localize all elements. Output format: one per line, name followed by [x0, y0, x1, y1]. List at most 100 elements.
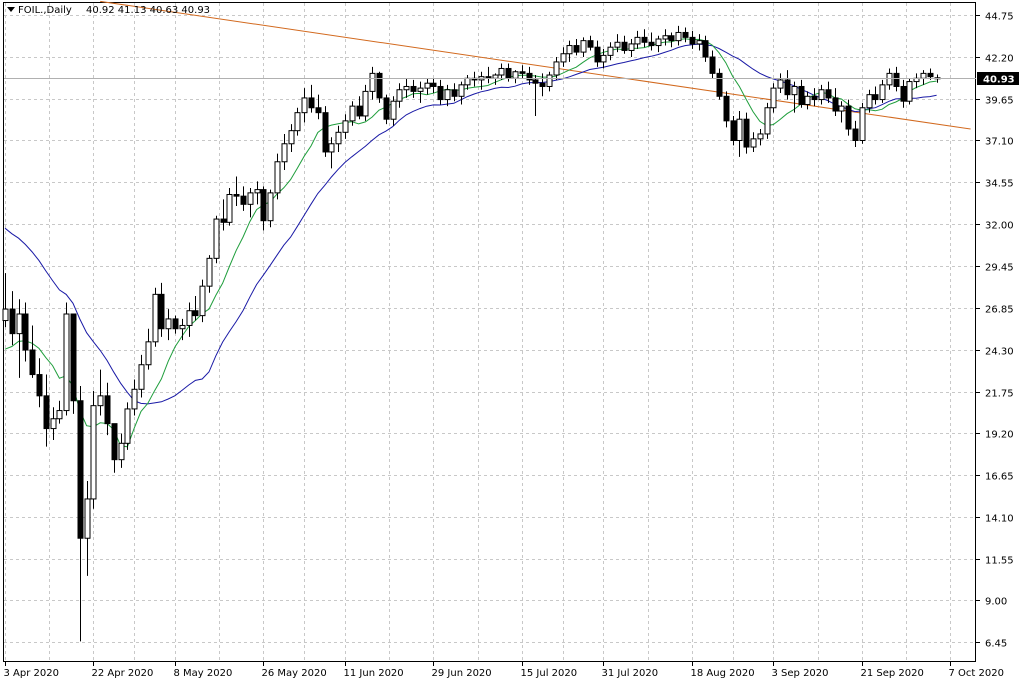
candle-body-bullish	[206, 257, 213, 287]
candle-body-bearish	[587, 40, 594, 48]
ohlc-label: 40.92 41.13 40.63 40.93	[86, 5, 210, 16]
candle-body-bullish	[97, 395, 104, 407]
candle-body-bullish	[560, 53, 567, 63]
candle-body-bullish	[63, 313, 70, 412]
candle-body-bearish	[260, 189, 267, 222]
candle-body-bullish	[328, 143, 335, 153]
candle-body-bearish	[22, 313, 29, 351]
candle-body-bearish	[811, 95, 818, 101]
price-tick-label: 29.45	[985, 263, 1014, 274]
candle-body-bullish	[16, 313, 23, 335]
price-tick-label: 21.75	[985, 389, 1014, 400]
candle-body-bullish	[335, 131, 342, 145]
candle-body-bullish	[553, 61, 560, 76]
trendline	[100, 0, 971, 130]
candle-body-bullish	[131, 388, 138, 410]
candle-body-bullish	[301, 97, 308, 114]
candle-body-bullish	[628, 43, 635, 51]
candle-body-bullish	[866, 94, 873, 109]
candle-body-bearish	[784, 79, 791, 96]
trendline-segment	[100, 0, 971, 130]
time-tick-label: 31 Jul 2020	[602, 668, 659, 679]
plot-frame	[3, 2, 976, 662]
last-price-label: 40.93	[983, 75, 1015, 86]
time-axis: 3 Apr 2020 22 Apr 2020 8 May 2020 26 May 20…	[4, 662, 1004, 679]
candle-body-bullish	[403, 85, 410, 91]
candle-body-bearish	[900, 85, 907, 102]
candle-body-bearish	[220, 218, 227, 223]
last-price-marker: 40.93	[4, 72, 1019, 86]
last-price-badge	[977, 72, 1019, 85]
candle-body-bearish	[70, 313, 77, 402]
candle-body-bullish	[607, 46, 614, 56]
price-tick-label: 9.00	[985, 597, 1007, 608]
candle-body-bearish	[172, 318, 179, 330]
candle-body-bearish	[641, 36, 648, 43]
candle-body-bearish	[532, 79, 539, 84]
price-tick-label: 42.20	[985, 54, 1014, 65]
candle-body-bullish	[879, 84, 886, 101]
candle-body-bullish	[859, 107, 866, 141]
price-tick-label: 11.55	[985, 556, 1014, 567]
candle-body-bullish	[417, 87, 424, 92]
price-tick-label: 44.75	[985, 12, 1014, 23]
candle-body-bearish	[437, 85, 444, 101]
candle-body-bullish	[906, 81, 913, 102]
time-tick-label: 7 Oct 2020	[949, 668, 1004, 679]
candle-body-bullish	[342, 120, 349, 133]
candle-body-bullish	[213, 218, 220, 259]
candle-body-bullish	[546, 74, 553, 87]
candle-body-bearish	[723, 95, 730, 122]
candle-body-bearish	[505, 67, 512, 79]
candle-body-bullish	[56, 410, 63, 420]
candle-body-bearish	[36, 374, 43, 397]
candle-body-bullish	[920, 72, 927, 79]
candle-body-bearish	[356, 105, 363, 117]
candle-body-bearish	[893, 72, 900, 87]
candle-body-bullish	[804, 95, 811, 105]
candle-body-bullish	[274, 161, 281, 194]
candle-body-bearish	[621, 41, 628, 51]
candle-body-bearish	[322, 112, 329, 153]
candle-body-bearish	[845, 105, 852, 130]
candle-body-bullish	[838, 105, 845, 112]
price-tick-label: 19.20	[985, 430, 1014, 441]
price-tick-label: 16.65	[985, 472, 1014, 483]
candle-body-bearish	[716, 72, 723, 97]
candle-body-bearish	[158, 293, 165, 330]
candle-body-bearish	[451, 89, 458, 97]
candle-body-bullish	[247, 192, 254, 205]
candle-body-bearish	[410, 85, 417, 92]
candle-body-bearish	[648, 41, 655, 47]
candle-body-bullish	[84, 498, 91, 539]
candle-body-bullish	[791, 85, 798, 96]
candle-body-bullish	[757, 133, 764, 140]
candle-body-bullish	[662, 35, 669, 40]
candle-body-bullish	[226, 194, 233, 223]
candle-body-bearish	[825, 89, 832, 99]
candle-body-bearish	[743, 118, 750, 148]
candle-body-bearish	[832, 97, 839, 112]
candle-body-bullish	[138, 364, 145, 390]
time-tick-label: 8 May 2020	[174, 668, 233, 679]
candle-body-bullish	[886, 72, 893, 86]
price-tick-label: 39.65	[985, 96, 1014, 107]
candle-body-bearish	[852, 128, 859, 141]
candle-body-bullish	[696, 40, 703, 45]
candle-body-bullish	[614, 41, 621, 48]
chart-title: FOIL.,Daily 40.92 41.13 40.63 40.93	[7, 5, 210, 16]
time-tick-label: 3 Sep 2020	[772, 668, 829, 679]
time-tick-label: 3 Apr 2020	[4, 668, 59, 679]
candle-body-bullish	[675, 31, 682, 42]
candle-body-bearish	[709, 56, 716, 74]
price-tick-label: 6.45	[985, 639, 1007, 650]
candle-body-bullish	[254, 189, 261, 194]
candle-body-bearish	[383, 97, 390, 120]
price-tick-label: 34.55	[985, 179, 1014, 190]
candle-body-bullish	[458, 84, 465, 97]
candle-body-bullish	[145, 341, 152, 366]
time-tick-label: 18 Aug 2020	[691, 668, 755, 679]
time-tick-label: 15 Jul 2020	[521, 668, 578, 679]
